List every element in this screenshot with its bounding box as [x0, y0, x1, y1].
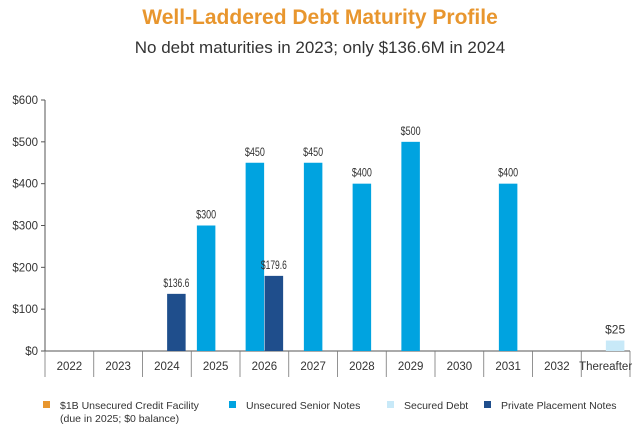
- y-tick-label: $300: [12, 221, 38, 233]
- bar-thereafter-secured-debt: [605, 340, 625, 351]
- x-tick-label: 2029: [398, 361, 424, 373]
- data-label: $300: [196, 208, 216, 222]
- data-label: $400: [352, 166, 372, 180]
- y-tick-label: $400: [12, 179, 38, 191]
- bar-2028-senior-notes: [352, 183, 372, 351]
- x-tick-label: 2023: [105, 361, 131, 373]
- x-tick-label: 2027: [300, 361, 326, 373]
- data-label: $450: [303, 145, 323, 159]
- y-tick-label: $100: [12, 304, 38, 316]
- legend-label: Secured Debt: [404, 400, 469, 412]
- bar-2024-private-placement: [167, 293, 186, 351]
- legend-item-private-placement: Private Placement Notes: [484, 400, 617, 412]
- bar-chart: $0 $100 $200 $300 $400 $500 $600 2022 2023 2024 20…: [12, 95, 632, 377]
- y-tick-label: $500: [12, 137, 38, 149]
- x-tick-label: 2030: [447, 361, 473, 373]
- legend-swatch: [484, 401, 491, 408]
- data-label: $179.6: [261, 258, 287, 272]
- bar-2026-private-placement: [264, 275, 284, 351]
- legend-label: $1B Unsecured Credit Facility: [60, 400, 199, 412]
- legend-item-senior-notes: Unsecured Senior Notes: [229, 400, 360, 412]
- y-tick-label: $600: [12, 95, 38, 107]
- y-tick-label: $200: [12, 262, 38, 274]
- legend: $1B Unsecured Credit Facility (due in 20…: [43, 400, 640, 426]
- x-tick-label: Thereafter: [579, 361, 632, 373]
- data-label: $136.6: [163, 276, 189, 290]
- data-label: $450: [245, 145, 265, 159]
- bar-2025-senior-notes: [196, 225, 216, 351]
- x-tick-label: 2022: [57, 361, 83, 373]
- legend-label: Unsecured Senior Notes: [246, 400, 361, 412]
- x-tick-label: 2026: [252, 361, 278, 373]
- legend-swatch: [387, 401, 394, 408]
- data-label: $400: [498, 166, 518, 180]
- bar-2029-senior-notes: [401, 141, 420, 351]
- legend-note: (due in 2025; $0 balance): [60, 413, 180, 425]
- legend-swatch: [43, 401, 50, 408]
- bar-2026-senior-notes: [245, 162, 265, 351]
- legend-item-secured-debt: Secured Debt: [387, 400, 468, 412]
- data-label: $25: [605, 323, 625, 337]
- x-tick-label: 2031: [495, 361, 521, 373]
- chart-title: Well-Laddered Debt Maturity Profile: [142, 6, 498, 29]
- chart-subtitle: No debt maturities in 2023; only $136.6M…: [134, 38, 506, 57]
- x-tick-label: 2028: [349, 361, 375, 373]
- bar-2027-senior-notes: [303, 162, 323, 351]
- legend-swatch: [229, 401, 236, 408]
- x-tick-label: 2025: [203, 361, 229, 373]
- bar-2031-senior-notes: [498, 183, 518, 351]
- x-tick-label: 2032: [544, 361, 570, 373]
- legend-item-credit-facility: $1B Unsecured Credit Facility (due in 20…: [43, 400, 199, 425]
- legend-label: Private Placement Notes: [501, 400, 617, 412]
- x-tick-label: 2024: [154, 361, 180, 373]
- y-tick-label: $0: [25, 346, 38, 358]
- data-label: $500: [401, 124, 421, 138]
